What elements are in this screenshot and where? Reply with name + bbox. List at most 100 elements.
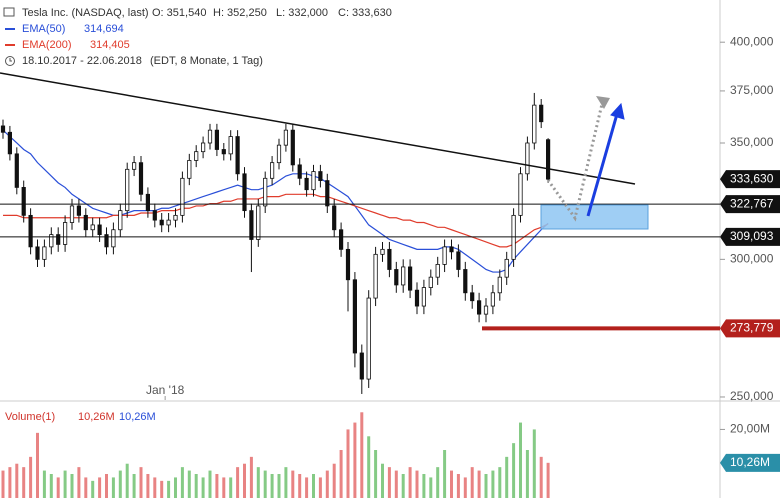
candle-body — [401, 266, 406, 286]
volume-bar — [111, 477, 115, 498]
candle-body — [56, 234, 61, 245]
candle-body — [463, 269, 468, 294]
candle-body — [325, 180, 330, 207]
volume-bar — [208, 470, 212, 498]
candle-body — [83, 214, 88, 231]
volume-bar — [525, 450, 529, 498]
scenario-arrow — [546, 103, 604, 222]
volume-bar — [70, 474, 74, 498]
candle-body — [69, 205, 75, 223]
volume-bar — [249, 456, 253, 498]
volume-bar — [374, 450, 378, 498]
volume-bar — [291, 470, 295, 498]
volume-bar — [519, 422, 522, 498]
candle-body — [456, 251, 461, 270]
target-zone — [540, 204, 649, 230]
last-volume-marker — [720, 453, 780, 472]
candle-body — [118, 210, 123, 231]
volume-value: 10,26M — [78, 411, 115, 423]
plot: 400,000 375,000 350,000 300,000 250,000 Jan '… — [0, 34, 780, 498]
volume-bar — [56, 477, 60, 498]
candle-body — [242, 173, 247, 212]
candle-body — [318, 171, 323, 181]
volume-bar — [270, 474, 274, 498]
volume-bar — [180, 467, 184, 498]
volume-bar — [118, 470, 122, 498]
candle-body — [228, 136, 233, 155]
x-tick-label: Jan '18 — [146, 383, 185, 397]
y-tick-label: 20,00M — [730, 422, 770, 436]
candle-body — [359, 352, 364, 380]
volume-bar — [381, 463, 384, 498]
candle-body — [449, 246, 454, 253]
candle-body — [428, 276, 433, 288]
chart-title: Tesla Inc. (NASDAQ, last) — [22, 7, 149, 19]
price-marker — [720, 195, 780, 214]
volume-bar — [98, 477, 102, 498]
volume-bar — [139, 467, 143, 498]
volume-bar — [215, 474, 219, 498]
trend-line — [0, 72, 636, 185]
price-marker-label: 333,630 — [730, 171, 774, 185]
candle-body — [180, 177, 185, 216]
candle-body — [131, 162, 137, 170]
volume-bar — [484, 474, 488, 498]
volume-bar — [222, 477, 226, 498]
candle-body — [297, 164, 302, 179]
scenario-arrow — [586, 113, 619, 217]
volume-bar — [194, 474, 198, 498]
volume-bar — [360, 412, 364, 498]
volume-bar — [243, 463, 246, 498]
candle-body — [366, 297, 371, 380]
candle-body — [214, 129, 219, 150]
candle-body — [435, 264, 440, 278]
volume-bar — [512, 443, 516, 498]
volume-bar — [422, 474, 426, 498]
volume-bar — [367, 436, 371, 498]
y-tick-label: 250,000 — [730, 389, 774, 403]
candle-body — [290, 129, 295, 166]
candle-body — [345, 248, 351, 281]
legend-name: EMA(200) — [22, 39, 72, 51]
volume-bar — [312, 474, 315, 498]
ohlc-close: C: 333,630 — [338, 7, 392, 19]
candle-body — [249, 210, 254, 240]
candle-body — [76, 205, 81, 216]
volume-bar — [125, 463, 129, 498]
volume-bar — [532, 429, 536, 498]
candle-body — [256, 205, 261, 240]
clock-icon — [5, 56, 15, 66]
volume-bar — [436, 467, 440, 498]
toggle-icon[interactable] — [3, 7, 15, 17]
ema-line — [2, 129, 549, 273]
volume-bar — [49, 474, 53, 498]
candle-body — [311, 171, 316, 191]
candle-body — [221, 149, 226, 155]
candle-body — [373, 253, 378, 299]
candle-body — [304, 177, 309, 191]
volume-bar — [22, 467, 26, 498]
volume-bar — [201, 477, 205, 498]
volume-bar — [8, 467, 12, 498]
range-info: (EDT, 8 Monate, 1 Tag) — [150, 55, 263, 67]
candle-body — [97, 224, 102, 236]
volume-bar — [284, 467, 288, 498]
candle-body — [14, 153, 19, 188]
candle-body — [518, 173, 523, 216]
candle-body — [387, 248, 392, 270]
volume-value: 10,26M — [119, 411, 156, 423]
candle-body — [407, 266, 413, 291]
candle-body — [152, 210, 157, 221]
volume-bar — [1, 470, 5, 498]
volume-bar — [318, 477, 322, 498]
candle-body — [138, 162, 144, 195]
volume-bar — [160, 480, 164, 498]
candle-body — [269, 162, 275, 179]
candle-body — [511, 214, 516, 260]
volume-bar — [15, 463, 19, 498]
volume-bar — [394, 470, 398, 498]
candle-body — [525, 142, 530, 175]
volume-bar — [346, 429, 350, 498]
candle-body — [166, 219, 171, 226]
